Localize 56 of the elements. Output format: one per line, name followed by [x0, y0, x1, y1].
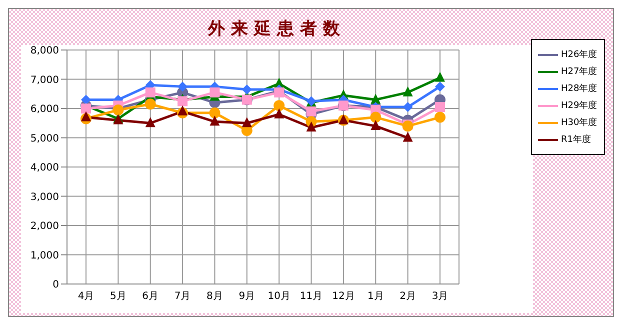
y-tick-label: 0 — [52, 280, 59, 291]
y-tick-label: 6,000 — [30, 104, 59, 116]
point — [370, 120, 381, 130]
x-tick-label: 5月 — [110, 291, 126, 302]
point — [435, 102, 445, 112]
x-tick-label: 8月 — [206, 291, 223, 302]
y-tick-label: 1,000 — [30, 250, 59, 262]
point — [145, 87, 156, 98]
x-tick-label: 4月 — [78, 291, 94, 302]
point — [81, 104, 91, 114]
point — [274, 108, 284, 118]
point — [210, 87, 220, 98]
legend-label: H27年度 — [561, 66, 598, 78]
point — [402, 132, 413, 142]
point — [370, 94, 381, 104]
point — [242, 117, 252, 128]
point — [145, 117, 156, 128]
point — [209, 107, 220, 118]
legend-label: R1年度 — [561, 134, 591, 146]
x-tick-label: 6月 — [142, 291, 159, 302]
point — [402, 86, 413, 96]
y-tick-label: 4,000 — [30, 162, 59, 174]
y-tick-label: 3,000 — [30, 192, 59, 203]
x-tick-label: 3月 — [432, 291, 448, 302]
point — [178, 105, 188, 116]
point — [81, 111, 91, 122]
point — [435, 72, 445, 82]
point — [434, 112, 446, 123]
y-tick-label: 8,000 — [30, 46, 59, 57]
y-tick-label: 7,000 — [30, 74, 59, 86]
point — [370, 112, 382, 123]
point — [435, 82, 445, 92]
chart-title: 外来延患者数 — [206, 18, 347, 40]
point — [178, 96, 188, 106]
y-tick-label: 5,000 — [30, 133, 59, 144]
x-tick-label: 12月 — [332, 291, 355, 302]
point — [178, 82, 188, 92]
x-tick-label: 10月 — [268, 291, 290, 302]
point — [242, 84, 252, 94]
legend-label: H30年度 — [561, 116, 598, 129]
x-tick-label: 2月 — [400, 291, 416, 302]
y-tick-label: 2,000 — [30, 221, 59, 232]
point — [274, 100, 285, 112]
legend-label: H26年度 — [561, 48, 598, 61]
x-tick-label: 1月 — [367, 291, 384, 302]
point — [144, 98, 156, 110]
point — [402, 102, 413, 112]
point — [210, 116, 220, 126]
point — [81, 94, 91, 105]
x-tick-label: 7月 — [174, 291, 191, 302]
x-tick-label: 11月 — [300, 291, 323, 302]
point — [306, 122, 316, 132]
x-tick-label: 9月 — [238, 291, 256, 302]
legend-label: H28年度 — [561, 82, 598, 95]
legend-label: H29年度 — [561, 100, 598, 112]
point — [306, 106, 316, 116]
